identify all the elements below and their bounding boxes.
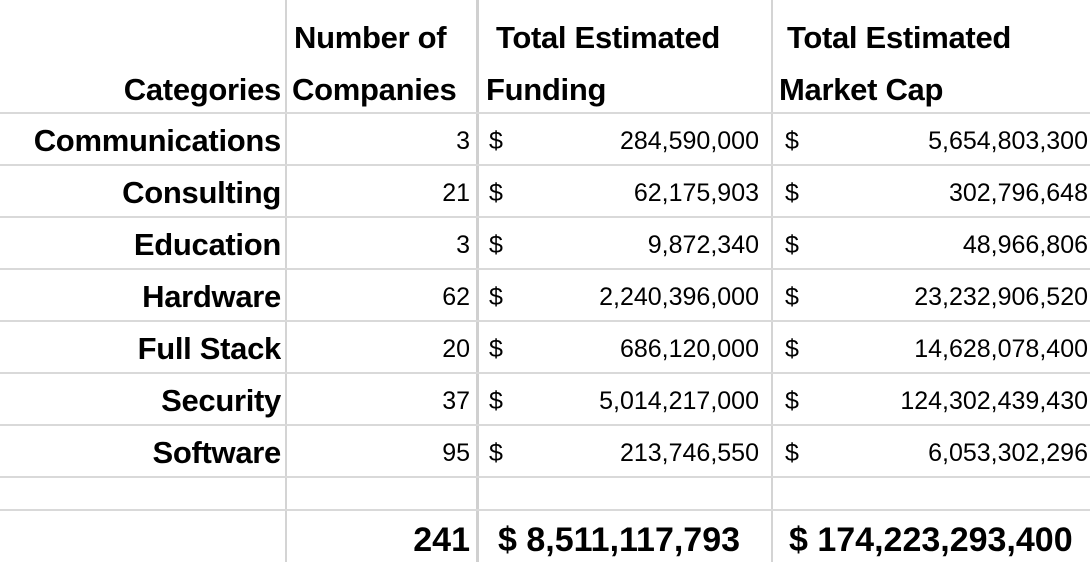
table-cell-funding-currency: $ (489, 283, 503, 311)
table-cell-companies[interactable]: 62 (442, 283, 470, 311)
table-cell-funding[interactable]: 213,746,550 (619, 439, 759, 467)
table-cell-funding-currency: $ (489, 127, 503, 155)
table-cell-funding[interactable]: 686,120,000 (619, 335, 759, 363)
table-cell-marketcap-currency: $ (785, 231, 799, 259)
header-funding-line2[interactable]: Funding (486, 72, 607, 107)
table-cell-category[interactable]: Security (161, 383, 281, 418)
gridline-row (0, 164, 1090, 166)
table-cell-funding[interactable]: 284,590,000 (619, 127, 759, 155)
table-cell-marketcap[interactable]: 14,628,078,400 (914, 335, 1088, 363)
total-funding[interactable]: $ 8,511,117,793 (498, 521, 741, 559)
gridline-row (0, 320, 1090, 322)
gridline-row (0, 372, 1090, 374)
gridline-row (0, 216, 1090, 218)
table-cell-companies[interactable]: 3 (456, 231, 470, 259)
table-cell-category[interactable]: Education (133, 227, 281, 262)
table-cell-funding[interactable]: 62,175,903 (633, 179, 759, 207)
table-cell-companies[interactable]: 21 (442, 179, 470, 207)
gridline-col-2 (476, 0, 479, 562)
table-cell-marketcap[interactable]: 23,232,906,520 (914, 283, 1088, 311)
table-cell-category[interactable]: Software (152, 435, 281, 470)
gridline-col-1 (285, 0, 287, 562)
table-cell-companies[interactable]: 3 (456, 127, 470, 155)
table-cell-marketcap-currency: $ (785, 283, 799, 311)
table-cell-funding-currency: $ (489, 387, 503, 415)
table-cell-companies[interactable]: 20 (442, 335, 470, 363)
table-cell-marketcap[interactable]: 5,654,803,300 (928, 127, 1088, 155)
table-cell-category[interactable]: Hardware (142, 279, 281, 314)
gridline-row (0, 424, 1090, 426)
table-cell-marketcap-currency: $ (785, 127, 799, 155)
gridline-row (0, 476, 1090, 478)
gridline-col-3 (771, 0, 773, 562)
gridline-row (0, 268, 1090, 270)
header-categories[interactable]: Categories (123, 72, 281, 107)
table-cell-funding[interactable]: 5,014,217,000 (599, 387, 759, 415)
table-cell-marketcap[interactable]: 6,053,302,296 (928, 439, 1088, 467)
table-cell-companies[interactable]: 95 (442, 439, 470, 467)
table-cell-marketcap-currency: $ (785, 335, 799, 363)
table-cell-funding-currency: $ (489, 335, 503, 363)
table-cell-funding-currency: $ (489, 231, 503, 259)
table-cell-funding[interactable]: 9,872,340 (647, 231, 759, 259)
table-cell-funding-currency: $ (489, 439, 503, 467)
header-companies-line2[interactable]: Companies (292, 72, 457, 107)
table-cell-marketcap[interactable]: 302,796,648 (948, 179, 1088, 207)
header-funding-line1[interactable]: Total Estimated (496, 20, 721, 55)
table-cell-marketcap[interactable]: 48,966,806 (962, 231, 1088, 259)
table-cell-empty[interactable] (0, 478, 1090, 509)
table-cell-marketcap-currency: $ (785, 179, 799, 207)
table-cell-companies[interactable]: 37 (442, 387, 470, 415)
table-cell-marketcap-currency: $ (785, 387, 799, 415)
table-cell-category[interactable]: Communications (33, 123, 281, 158)
table-cell-marketcap[interactable]: 124,302,439,430 (900, 387, 1088, 415)
table-cell-category[interactable]: Consulting (122, 175, 281, 210)
table-cell-funding[interactable]: 2,240,396,000 (599, 283, 759, 311)
gridline-row (0, 509, 1090, 511)
table-cell-marketcap-currency: $ (785, 439, 799, 467)
table-cell-funding-currency: $ (489, 179, 503, 207)
gridline-row (0, 112, 1090, 114)
header-marketcap-line1[interactable]: Total Estimated (787, 20, 1012, 55)
table-cell-category[interactable]: Full Stack (137, 331, 281, 366)
header-companies-line1[interactable]: Number of (294, 20, 447, 55)
total-market-cap[interactable]: $ 174,223,293,400 (789, 521, 1073, 559)
total-companies[interactable]: 241 (413, 521, 470, 559)
header-marketcap-line2[interactable]: Market Cap (779, 72, 944, 107)
